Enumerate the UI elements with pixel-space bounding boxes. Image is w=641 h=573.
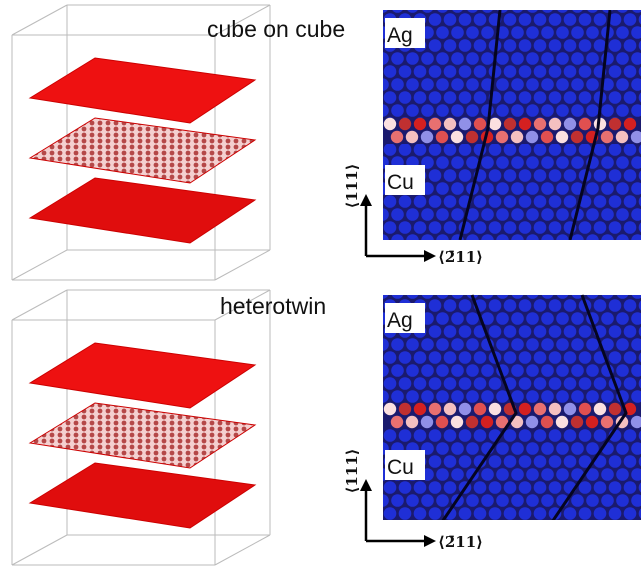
box-edge [12, 290, 67, 320]
interface-atom [481, 416, 493, 428]
interface-atom [459, 403, 471, 415]
plane [30, 463, 255, 528]
interface-atom [534, 118, 546, 130]
interface-atom [601, 131, 613, 143]
interface-atom [579, 118, 591, 130]
box-edge [215, 250, 270, 280]
interface-atom [489, 403, 501, 415]
box-edge [12, 250, 67, 280]
panel: heterotwin Ag Cu ⟨111⟩ ⟨2̄11⟩ [12, 290, 641, 565]
interface-atom [586, 416, 598, 428]
element-label: Cu [387, 171, 414, 194]
interface-atom [406, 131, 418, 143]
interface-atom [466, 416, 478, 428]
interface-atom [549, 118, 561, 130]
figure: cube on cube Ag Cu ⟨111⟩ ⟨2̄11⟩ heterotwin Ag C… [0, 0, 641, 573]
interface-atom [541, 416, 553, 428]
box-edge [12, 535, 67, 565]
interface-atom [504, 118, 516, 130]
interface-atom [489, 118, 501, 130]
interface-atom [384, 118, 396, 130]
arrow-head [424, 250, 436, 262]
plane [30, 58, 255, 123]
interface-atom [421, 131, 433, 143]
interface-plane [30, 403, 255, 468]
interface-atom [601, 416, 613, 428]
interface-atom [609, 118, 621, 130]
axis-label: ⟨111⟩ [343, 448, 361, 493]
interface-atom [414, 118, 426, 130]
interface-atom [526, 416, 538, 428]
interface-plane [30, 118, 255, 183]
interface-atom [541, 131, 553, 143]
interface-atom [594, 403, 606, 415]
interface-atom [429, 118, 441, 130]
atom-image [383, 10, 641, 240]
interface-atom [564, 118, 576, 130]
axis-label: ⟨111⟩ [343, 163, 361, 208]
interface-atom [391, 131, 403, 143]
box-edge [215, 535, 270, 565]
interface-atom [421, 416, 433, 428]
interface-atom [399, 118, 411, 130]
interface-atom [444, 403, 456, 415]
interface-atom [496, 131, 508, 143]
interface-atom [414, 403, 426, 415]
interface-atom [399, 403, 411, 415]
interface-atom [609, 403, 621, 415]
interface-atom [459, 118, 471, 130]
interface-atom [564, 403, 576, 415]
interface-atom [444, 118, 456, 130]
arrow-head [360, 194, 372, 206]
interface-atom [624, 118, 636, 130]
interface-atom [571, 416, 583, 428]
interface-atom [519, 403, 531, 415]
arrow-head [360, 479, 372, 491]
element-label: Cu [387, 456, 414, 479]
interface-atom [549, 403, 561, 415]
interface-atom [391, 416, 403, 428]
interface-atom [571, 131, 583, 143]
page: cube on cube Ag Cu ⟨111⟩ ⟨2̄11⟩ heterotwin Ag C… [0, 0, 641, 573]
interface-atom [406, 416, 418, 428]
plane [30, 178, 255, 243]
axis-label: ⟨2̄11⟩ [438, 248, 483, 266]
interface-atom [526, 131, 538, 143]
interface-atom [436, 131, 448, 143]
interface-atom [474, 118, 486, 130]
interface-atom [451, 131, 463, 143]
element-label: Ag [387, 24, 413, 47]
interface-atom [384, 403, 396, 415]
interface-atom [436, 416, 448, 428]
interface-atom [616, 131, 628, 143]
panel-title: heterotwin [220, 293, 326, 319]
interface-atom [556, 416, 568, 428]
interface-atom [511, 131, 523, 143]
interface-atom [519, 118, 531, 130]
arrow-head [424, 535, 436, 547]
element-label: Ag [387, 309, 413, 332]
atom-image [383, 295, 641, 525]
interface-atom [429, 403, 441, 415]
interface-atom [579, 403, 591, 415]
interface-atom [556, 131, 568, 143]
interface-atom [466, 131, 478, 143]
interface-atom [534, 403, 546, 415]
plane [30, 343, 255, 408]
axis-label: ⟨2̄11⟩ [438, 533, 483, 551]
interface-atom [451, 416, 463, 428]
panel-title: cube on cube [207, 16, 345, 42]
panel: cube on cube Ag Cu ⟨111⟩ ⟨2̄11⟩ [12, 5, 641, 280]
box-edge [12, 5, 67, 35]
interface-atom [474, 403, 486, 415]
